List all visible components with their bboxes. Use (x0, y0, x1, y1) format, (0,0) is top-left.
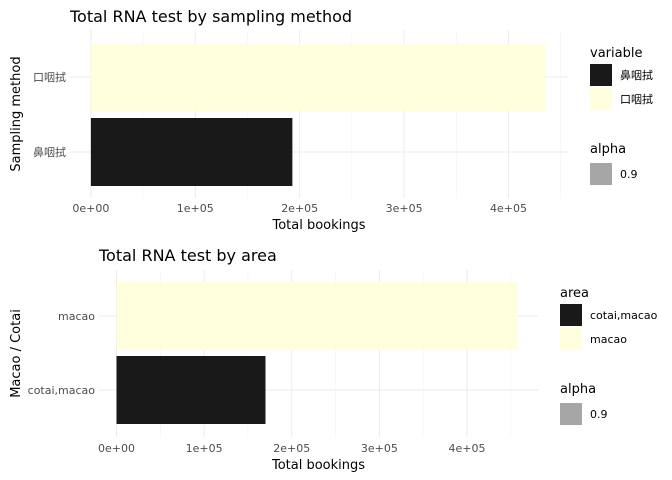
y-tick-label: cotai,macao (28, 384, 96, 397)
x-tick-label: 3e+05 (386, 202, 423, 215)
legend-label: macao (590, 333, 627, 346)
legend-title: variable (590, 46, 642, 61)
x-tick-label: 2e+05 (273, 442, 310, 455)
legend-swatch (560, 304, 582, 326)
legend-alpha-title: alpha (590, 142, 626, 157)
y-axis-title: Macao / Cotai (9, 309, 24, 398)
legend-swatch (590, 88, 612, 110)
x-tick-label: 0e+00 (72, 202, 109, 215)
bar (116, 356, 266, 424)
bar (90, 118, 293, 186)
bar (116, 282, 518, 350)
x-axis-title: Total bookings (271, 458, 365, 473)
x-tick-label: 1e+05 (177, 202, 214, 215)
legend-swatch (560, 328, 582, 350)
y-tick-label: 鼻咽拭 (33, 145, 66, 159)
chart-title: Total RNA test by area (98, 246, 277, 265)
legend-alpha-label: 0.9 (590, 408, 608, 421)
x-tick-label: 0e+00 (98, 442, 135, 455)
legend-alpha-swatch (590, 163, 612, 185)
x-tick-label: 4e+05 (490, 202, 527, 215)
y-axis-title: Sampling method (9, 56, 24, 171)
y-tick-label: 口咽拭 (33, 70, 66, 84)
chart-2: macao cotai,macao 0e+00 1e+05 2e+05 3e+05 4e+0… (9, 246, 658, 473)
legend-label: 鼻咽拭 (620, 68, 653, 82)
x-tick-label: 1e+05 (186, 442, 223, 455)
bar (90, 43, 546, 111)
legend-swatch (590, 64, 612, 86)
x-axis-title: Total bookings (271, 218, 365, 233)
chart-title: Total RNA test by sampling method (69, 7, 352, 26)
y-tick-label: macao (58, 310, 95, 323)
x-tick-label: 3e+05 (361, 442, 398, 455)
legend-alpha-title: alpha (560, 382, 596, 397)
legend-label: cotai,macao (590, 309, 658, 322)
x-tick-label: 4e+05 (449, 442, 486, 455)
legend-title: area (560, 286, 589, 301)
legend-alpha-label: 0.9 (620, 168, 638, 181)
legend-alpha-swatch (560, 403, 582, 425)
x-tick-label: 2e+05 (281, 202, 318, 215)
legend-label: 口咽拭 (620, 92, 653, 106)
